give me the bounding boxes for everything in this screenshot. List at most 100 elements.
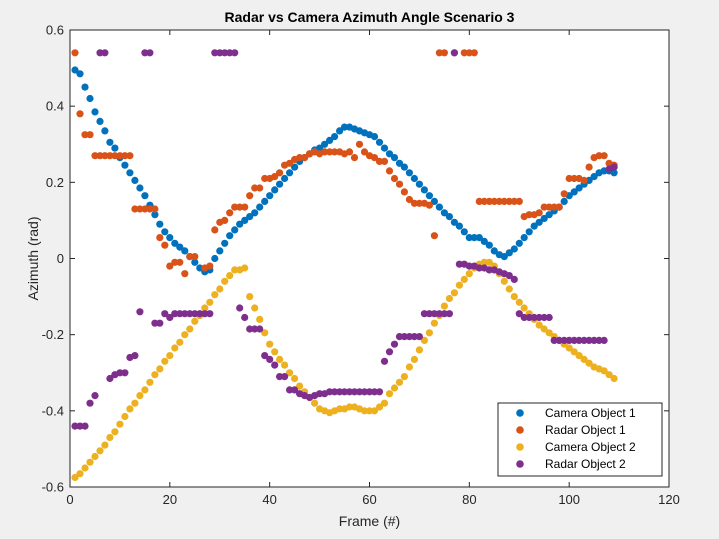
data-point <box>111 144 119 152</box>
data-point <box>76 470 84 478</box>
data-point <box>161 310 169 318</box>
data-point <box>221 216 229 224</box>
x-axis-label: Frame (#) <box>339 513 400 529</box>
data-point <box>291 386 299 394</box>
data-point <box>331 388 339 396</box>
data-point <box>545 329 553 337</box>
data-point <box>96 117 104 125</box>
data-point <box>430 310 438 318</box>
data-point <box>435 203 443 211</box>
data-point <box>585 336 593 344</box>
data-point <box>276 169 284 177</box>
data-point <box>480 197 488 205</box>
data-point <box>311 399 319 407</box>
data-point <box>560 336 568 344</box>
data-point <box>400 188 408 196</box>
data-point <box>161 357 169 365</box>
data-point <box>266 340 274 348</box>
data-point <box>390 384 399 392</box>
y-axis-ticks: -0.6 -0.4 -0.2 0 0.2 0.4 0.6 <box>42 23 669 495</box>
legend-marker <box>516 426 524 434</box>
data-point <box>415 333 423 341</box>
data-point <box>535 209 543 217</box>
data-point <box>121 369 129 377</box>
data-point <box>505 272 513 280</box>
data-point <box>475 197 483 205</box>
data-point <box>570 188 578 196</box>
data-point <box>151 205 159 213</box>
data-point <box>231 226 239 234</box>
data-point <box>460 49 468 57</box>
data-point <box>101 49 109 57</box>
data-point <box>600 152 608 160</box>
legend-marker <box>516 460 524 468</box>
data-point <box>575 352 583 360</box>
data-point <box>490 197 498 205</box>
data-point <box>71 422 79 430</box>
data-point <box>316 144 324 152</box>
data-point <box>565 344 573 352</box>
data-point <box>106 152 114 160</box>
data-point <box>475 234 483 242</box>
data-point <box>256 315 264 323</box>
data-point <box>405 363 413 371</box>
data-point <box>370 407 379 415</box>
data-point <box>405 195 413 204</box>
data-point <box>176 310 184 318</box>
data-point <box>81 83 89 91</box>
data-point <box>266 192 274 200</box>
data-point <box>126 152 134 160</box>
data-point <box>286 386 294 394</box>
data-point <box>106 138 114 146</box>
data-point <box>555 203 563 211</box>
data-point <box>231 266 239 274</box>
data-point <box>211 226 219 234</box>
data-point <box>340 123 349 131</box>
data-point <box>136 205 144 213</box>
data-point <box>151 211 159 219</box>
data-point <box>186 325 194 333</box>
data-point <box>525 211 533 219</box>
data-point <box>321 148 329 156</box>
data-point <box>600 336 608 344</box>
data-point <box>360 407 369 415</box>
data-point <box>156 365 164 373</box>
data-point <box>605 371 613 379</box>
data-point <box>395 180 404 188</box>
data-point <box>550 203 558 211</box>
data-point <box>455 281 463 289</box>
data-point <box>550 336 558 344</box>
data-point <box>251 209 259 217</box>
data-point <box>535 313 543 322</box>
data-point <box>510 293 518 301</box>
data-point <box>281 373 289 381</box>
data-point <box>505 249 513 257</box>
data-point <box>395 159 404 167</box>
data-point <box>121 161 129 169</box>
data-point <box>355 140 364 148</box>
data-point <box>171 258 179 266</box>
data-point <box>570 348 578 356</box>
legend-label: Radar Object 1 <box>545 423 626 437</box>
data-point <box>91 392 99 400</box>
data-point <box>500 253 508 261</box>
data-point <box>455 222 463 230</box>
data-point <box>385 348 394 356</box>
data-point <box>485 197 493 205</box>
data-point <box>590 173 598 181</box>
data-point <box>166 262 174 270</box>
data-point <box>226 209 234 217</box>
data-point <box>590 336 598 344</box>
data-point <box>380 144 389 152</box>
data-point <box>271 173 279 181</box>
data-point <box>470 49 478 57</box>
data-point <box>375 138 384 146</box>
data-point <box>286 369 294 377</box>
data-point <box>261 174 269 183</box>
data-point <box>485 258 493 266</box>
data-point <box>331 133 339 141</box>
data-point <box>216 285 224 293</box>
data-point <box>530 313 538 322</box>
data-point <box>326 136 334 144</box>
data-point <box>420 336 428 344</box>
